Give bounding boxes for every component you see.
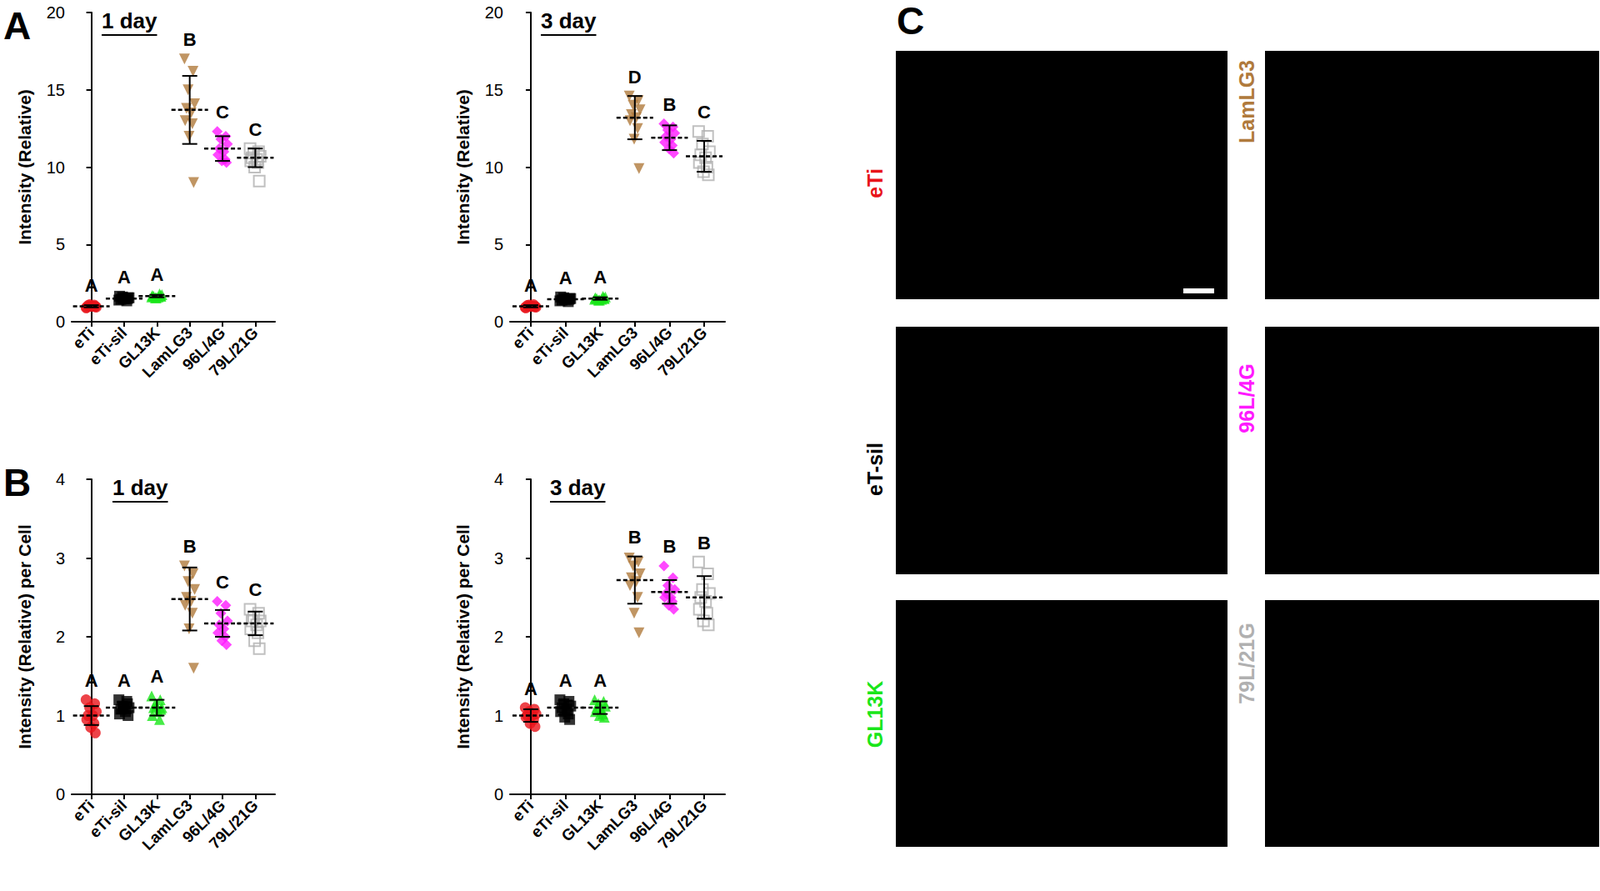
svg-text:GL13K: GL13K [114,796,164,845]
svg-text:1: 1 [55,706,65,725]
svg-text:A: A [3,4,31,48]
svg-text:15: 15 [46,80,65,100]
svg-text:eTi: eTi [69,796,98,825]
svg-text:A: A [593,670,607,691]
svg-text:A: A [524,678,538,700]
svg-text:eTi: eTi [508,324,537,353]
svg-text:Intensity (Relative) per Cell: Intensity (Relative) per Cell [15,524,35,750]
svg-text:GL13K: GL13K [557,796,607,845]
svg-text:C: C [215,101,230,123]
svg-text:C: C [896,0,925,43]
svg-text:LamLG3: LamLG3 [138,796,196,854]
svg-text:79L/21G: 79L/21G [205,796,262,853]
svg-text:3: 3 [55,549,65,568]
svg-text:eT-sil: eT-sil [863,442,887,496]
svg-text:eTi-sil: eTi-sil [527,323,572,369]
svg-text:C: C [215,571,230,593]
svg-text:Intensity (Relative): Intensity (Relative) [453,89,473,245]
svg-text:A: A [524,275,538,296]
svg-text:5: 5 [494,235,504,254]
svg-text:LamLG3: LamLG3 [584,324,642,382]
svg-text:B: B [697,532,711,554]
svg-text:LamLG3: LamLG3 [138,323,196,381]
svg-text:96L/4G: 96L/4G [1235,363,1259,433]
svg-text:96L/4G: 96L/4G [626,796,676,846]
svg-text:A: A [150,264,164,285]
svg-text:79L/21G: 79L/21G [654,324,710,380]
svg-text:1 day: 1 day [112,475,169,500]
svg-text:4: 4 [55,470,65,489]
svg-text:A: A [117,670,131,691]
svg-text:96L/4G: 96L/4G [179,796,229,846]
svg-text:96L/4G: 96L/4G [179,323,229,374]
svg-text:B: B [662,94,676,115]
svg-text:0: 0 [55,785,65,804]
svg-text:eTi-sil: eTi-sil [85,323,131,369]
svg-text:1: 1 [494,706,504,725]
svg-text:4: 4 [494,470,504,489]
svg-text:C: C [248,579,262,600]
svg-text:20: 20 [485,3,504,22]
svg-text:15: 15 [485,80,504,100]
svg-text:0: 0 [494,312,504,331]
svg-text:Intensity (Relative) per Cell: Intensity (Relative) per Cell [453,524,473,750]
svg-text:79L/21G: 79L/21G [205,324,262,380]
svg-text:3 day: 3 day [540,8,597,34]
svg-text:A: A [150,665,164,687]
svg-text:B: B [183,29,197,50]
svg-text:A: A [85,670,99,691]
svg-text:LamLG3: LamLG3 [584,796,642,855]
svg-text:20: 20 [46,3,65,22]
svg-text:Intensity (Relative): Intensity (Relative) [15,89,35,245]
svg-text:1 day: 1 day [101,8,158,34]
svg-text:B: B [628,526,642,548]
svg-text:eTi-sil: eTi-sil [527,796,572,841]
svg-text:eTi: eTi [508,796,537,825]
svg-text:A: A [593,266,607,288]
svg-text:GL13K: GL13K [863,680,887,749]
svg-text:LamLG3: LamLG3 [1235,60,1259,144]
svg-text:3 day: 3 day [550,475,606,500]
svg-text:5: 5 [55,235,65,254]
svg-text:eTi: eTi [863,168,887,199]
svg-text:C: C [697,101,711,123]
svg-text:A: A [559,267,573,289]
svg-text:GL13K: GL13K [114,323,164,373]
svg-text:0: 0 [494,785,504,804]
svg-text:3: 3 [494,549,504,568]
svg-text:0: 0 [55,312,65,331]
svg-text:A: A [85,275,99,296]
svg-text:10: 10 [485,158,504,177]
svg-text:eTi: eTi [69,323,98,353]
svg-text:A: A [559,670,573,691]
svg-text:C: C [248,119,262,140]
svg-text:eTi-sil: eTi-sil [85,796,131,841]
svg-text:10: 10 [46,158,65,177]
svg-text:79L/21G: 79L/21G [1235,622,1259,704]
svg-text:GL13K: GL13K [557,323,607,373]
svg-text:2: 2 [55,627,65,646]
svg-text:96L/4G: 96L/4G [626,323,676,374]
svg-text:2: 2 [494,627,504,646]
svg-text:A: A [117,266,131,288]
svg-text:B: B [183,535,197,557]
svg-text:79L/21G: 79L/21G [654,796,710,853]
svg-text:B: B [3,460,31,505]
svg-text:B: B [662,535,676,557]
svg-text:D: D [628,66,642,88]
